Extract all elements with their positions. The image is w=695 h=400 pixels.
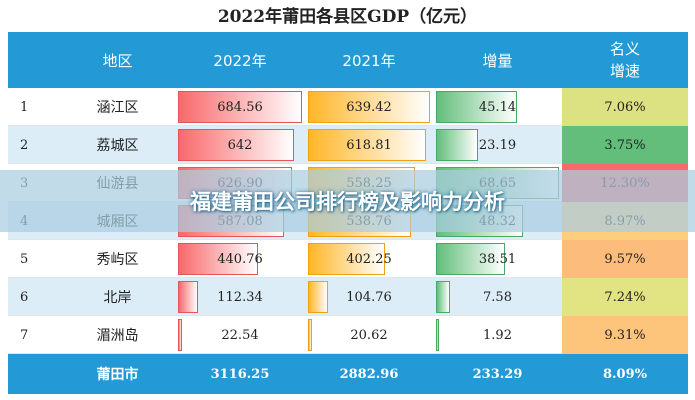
heat-cell [562, 316, 688, 354]
cell-value: 23.19 [478, 137, 517, 153]
region: 荔城区 [96, 138, 139, 154]
data-bar [436, 91, 517, 123]
cell-value: 45.14 [478, 99, 517, 115]
region: 北岸 [103, 290, 132, 306]
data-bar [178, 243, 258, 275]
heat-cell [562, 240, 688, 278]
heat-cell [562, 126, 688, 164]
cell-value: 9.57% [604, 251, 646, 267]
data-bar [308, 91, 430, 123]
header-cell: 增量 [433, 32, 562, 88]
header-cell: 2022年 [175, 32, 305, 88]
cell-value: 402.25 [346, 251, 392, 267]
data-bar [308, 243, 385, 275]
header-text: 增量 [482, 51, 513, 70]
data-bar [436, 281, 450, 313]
data-bar [178, 281, 199, 313]
cell-value: 2 [20, 137, 29, 153]
cell-value: 5 [20, 251, 29, 267]
cell-value: 642 [227, 137, 253, 153]
banner: 福建莆田公司排行榜及影响力分析 [0, 170, 695, 232]
cell-value: 7 [20, 327, 29, 343]
data-bar [308, 129, 427, 161]
cell-value: 1 [20, 99, 29, 115]
header-bg [8, 32, 688, 88]
data-bar [308, 281, 328, 313]
cell-value: 112.34 [217, 289, 263, 305]
data-bar [178, 319, 183, 351]
total-cell: 2882.96 [339, 366, 399, 382]
cell-value: 22.54 [221, 327, 259, 343]
data-bar [436, 129, 478, 161]
cell-value: 7.58 [483, 289, 512, 305]
cell-value: 684.56 [217, 99, 263, 115]
region: 秀屿区 [96, 252, 139, 268]
region: 涵江区 [96, 100, 139, 116]
total-cell: 8.09% [602, 366, 647, 382]
data-bar [308, 319, 312, 351]
region: 湄洲岛 [96, 328, 139, 344]
cell-value: 104.76 [346, 289, 392, 305]
header-cell: 名义增速 [562, 32, 688, 88]
cell-value: 20.62 [350, 327, 388, 343]
header-text: 2022年 [213, 51, 267, 70]
cell-value: 639.42 [346, 99, 392, 115]
header-cell: 2021年 [305, 32, 433, 88]
heat-cell [562, 278, 688, 316]
cell-value: 38.51 [478, 251, 517, 267]
cell-value: 618.81 [346, 137, 392, 153]
total-bg [8, 354, 688, 394]
cell-value: 7.24% [604, 289, 646, 305]
title: 2022年莆田各县区GDP（亿元） [217, 7, 478, 27]
total-cell: 3116.25 [210, 366, 270, 382]
header-text: 名义增速 [609, 40, 640, 80]
header-cell: 地区 [60, 32, 175, 88]
data-bar [436, 243, 505, 275]
data-bar [178, 129, 295, 161]
cell-value: 6 [20, 289, 29, 305]
cell-value: 1.92 [483, 327, 512, 343]
data-bar [436, 319, 440, 351]
heat-cell [562, 88, 688, 126]
total-cell: 233.29 [472, 366, 523, 382]
cell-value: 440.76 [217, 251, 263, 267]
total-cell: 莆田市 [96, 367, 139, 383]
cell-value: 9.31% [604, 327, 646, 343]
header-text: 2021年 [342, 51, 396, 70]
cell-value: 7.06% [604, 99, 646, 115]
cell-value: 3.75% [604, 137, 646, 153]
header-text: 地区 [102, 51, 133, 70]
data-bar [178, 91, 302, 123]
